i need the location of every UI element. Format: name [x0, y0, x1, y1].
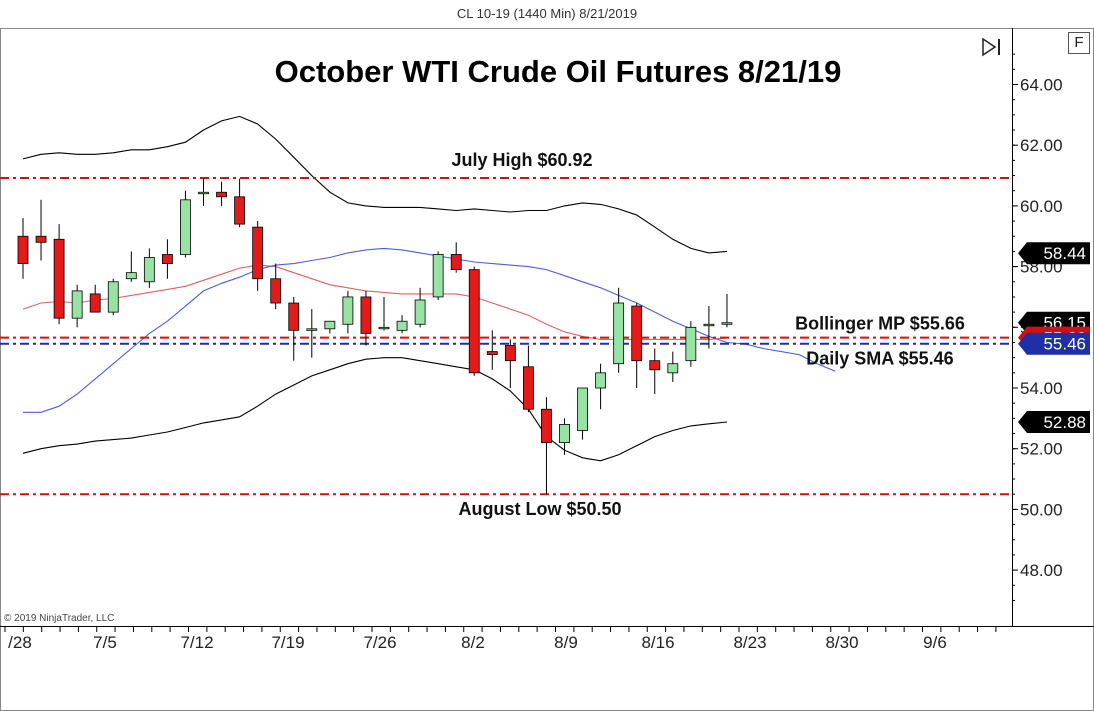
x-tick-label: 8/23 [733, 633, 766, 652]
candle-body [559, 424, 570, 444]
x-tick-label: 7/19 [271, 633, 304, 652]
candle-body [649, 360, 661, 371]
y-tick-label: 64.00 [1020, 76, 1063, 95]
candle-body [161, 254, 173, 264]
candles [17, 178, 733, 495]
candle-body [468, 269, 480, 374]
candle-body [107, 281, 119, 313]
instrument-title: CL 10-19 (1440 Min) 8/21/2019 [456, 6, 638, 21]
x-axis: /28 7/5 7/12 7/19 7/26 8/2 8/9 8/16 8/23 8/30 9/6 [4, 626, 997, 652]
candle-body [288, 302, 300, 331]
y-tick-label: 48.00 [1020, 561, 1063, 580]
candle-body [595, 372, 606, 389]
horizontal-line-label: August Low $50.50 [458, 499, 621, 519]
candle-body [667, 363, 679, 374]
chart-frame [0, 28, 1094, 711]
copyright-text: © 2019 NinjaTrader, LLC [4, 613, 114, 624]
bollinger-upper-line [22, 115, 728, 254]
y-tick-label: 52.00 [1020, 440, 1063, 459]
x-tick-label: 8/16 [641, 633, 674, 652]
outer-border [0, 28, 1094, 711]
daily-sma-line [23, 247, 836, 413]
candle-body [523, 366, 534, 410]
price-tag [1018, 410, 1090, 433]
horizontal-line-label: July High $60.92 [451, 150, 592, 170]
y-tick-label: 62.00 [1020, 136, 1063, 155]
candle-body [198, 191, 209, 195]
candle-body [216, 191, 227, 198]
x-tick-label: 9/6 [923, 633, 947, 652]
candle-body [234, 196, 246, 225]
candle-body [613, 302, 625, 365]
candle-body [324, 320, 336, 330]
y-tick-label: 60.00 [1020, 197, 1063, 216]
candle-body [450, 254, 462, 271]
candle-body [360, 296, 372, 334]
bollinger-bands [22, 115, 836, 462]
x-tick-label: /28 [8, 633, 32, 652]
candle-body [125, 272, 137, 280]
candle-body [17, 235, 29, 264]
x-tick-label: 7/5 [93, 633, 117, 652]
candle-body [577, 387, 588, 431]
horizontal-line-label: Bollinger MP $55.66 [795, 314, 965, 334]
candle-body [252, 226, 264, 280]
y-tick-label: 50.00 [1020, 500, 1063, 519]
price-tag-label: 55.46 [1043, 335, 1086, 354]
candle-body [432, 254, 444, 298]
scroll-to-end-icon[interactable] [980, 36, 1004, 58]
candle-body [53, 238, 65, 319]
candle-body [541, 408, 552, 444]
candle-body [414, 299, 426, 325]
candle-body [143, 257, 155, 283]
bollinger-lower-line [22, 357, 728, 462]
x-tick-label: 7/26 [363, 633, 396, 652]
horizontal-lines: July High $60.92 Bollinger MP $55.66 Daily… [0, 150, 1012, 519]
candle-body [180, 199, 191, 255]
x-tick-label: 8/9 [554, 633, 578, 652]
format-button[interactable]: F [1068, 32, 1090, 54]
candle-body [342, 296, 354, 325]
candle-body [89, 293, 101, 313]
horizontal-line-label: Daily SMA $55.46 [806, 349, 953, 369]
candle-body [270, 278, 282, 304]
x-tick-label: 8/30 [825, 633, 858, 652]
candle-body [396, 320, 408, 331]
chart-window-header: CL 10-19 (1440 Min) 8/21/2019 [0, 0, 1094, 28]
candle-body [486, 351, 498, 356]
x-tick-label: 7/12 [180, 633, 213, 652]
y-tick-label: 54.00 [1020, 379, 1063, 398]
price-tag [1018, 242, 1090, 265]
chart-title: October WTI Crude Oil Futures 8/21/19 [275, 54, 842, 89]
price-tag [1018, 332, 1090, 355]
candle-body [378, 326, 390, 330]
bollinger-mid-line [22, 264, 728, 340]
x-tick-label: 8/2 [461, 633, 485, 652]
candle-body [721, 322, 733, 325]
candle-body [71, 290, 83, 319]
price-tag-label: 52.88 [1043, 413, 1086, 432]
candle-body [685, 326, 697, 362]
candle-body [631, 305, 643, 362]
candle-body [306, 328, 318, 331]
candle-body [504, 345, 516, 362]
price-tag-label: 58.44 [1043, 244, 1086, 263]
candle-body [35, 235, 47, 243]
candle-body [703, 323, 715, 327]
